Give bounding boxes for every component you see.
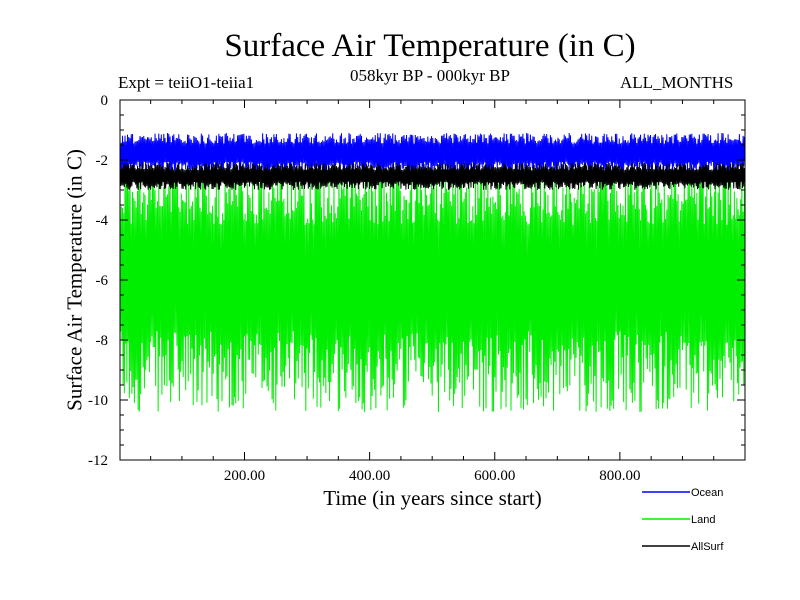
legend-label-land: Land <box>691 514 715 526</box>
legend: Ocean Land AllSurf <box>642 487 724 553</box>
y-tick-label: -4 <box>96 213 109 229</box>
x-tick-label: 200.00 <box>224 468 265 484</box>
series-line-ocean <box>119 133 746 175</box>
y-tick-label: -6 <box>96 273 109 289</box>
y-tick-label: -2 <box>96 153 109 169</box>
series-line-land <box>119 166 746 412</box>
y-tick-label: -10 <box>88 393 108 409</box>
months-label: ALL_MONTHS <box>620 73 734 92</box>
x-axis-label: Time (in years since start) <box>323 486 542 510</box>
y-tick-label: -12 <box>88 453 108 469</box>
x-tick-label: 600.00 <box>474 468 515 484</box>
legend-label-ocean: Ocean <box>691 487 723 499</box>
tick-layer: 0 -2 -4 -6 -8 -10 -12 200.00 400.00 600.00 800.00 <box>88 93 745 484</box>
legend-label-allsurf: AllSurf <box>691 541 724 553</box>
series-layer <box>119 133 746 412</box>
y-tick-label: 0 <box>101 93 109 109</box>
series-line-allsurf <box>119 162 746 190</box>
period-label: 058kyr BP - 000kyr BP <box>350 66 510 85</box>
chart-title: Surface Air Temperature (in C) <box>224 28 636 64</box>
x-tick-label: 800.00 <box>599 468 640 484</box>
y-tick-label: -8 <box>96 333 109 349</box>
experiment-label: Expt = teiiO1-teiia1 <box>118 73 255 92</box>
x-tick-label: 400.00 <box>349 468 390 484</box>
